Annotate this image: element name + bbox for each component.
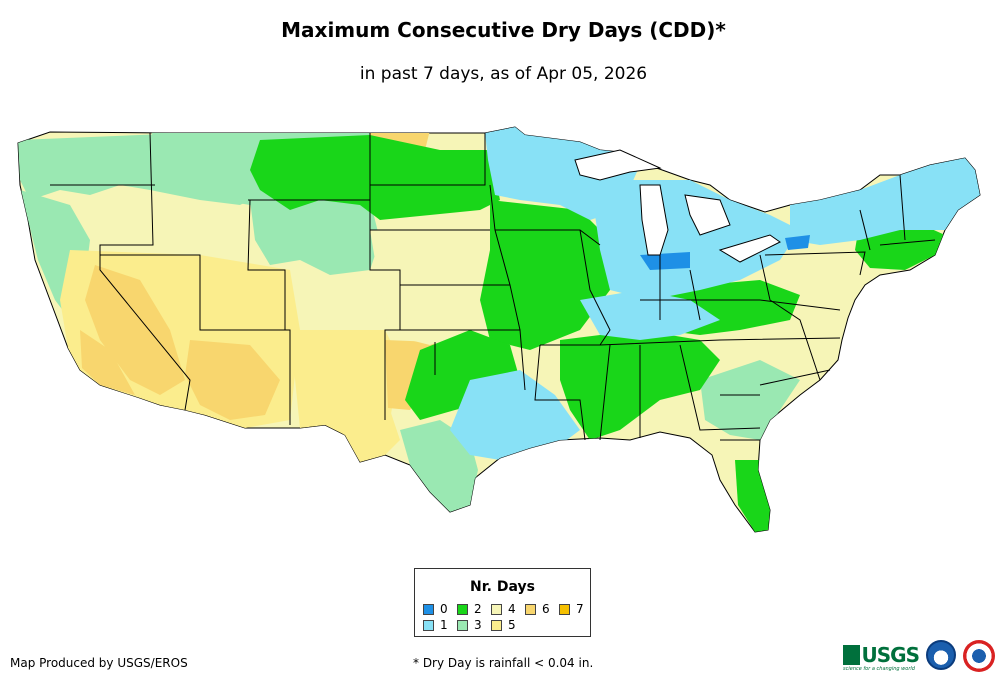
legend-title: Nr. Days [470,579,535,595]
legend-label-0: 0 [440,602,448,616]
zone-0-days-lake-michigan [640,252,690,270]
lake-erie [718,234,781,263]
noaa-logo-icon [926,640,956,670]
legend-swatch-3 [457,619,468,631]
legend-label-6: 6 [542,602,550,616]
zone-3-days-southeast [700,360,800,440]
zone-2-days-midwest [480,200,620,350]
legend-item-7: 7 [559,602,584,616]
legend-item-4: 4 [491,602,516,616]
zone-5-days-west-texas [340,410,400,462]
legend-label-1: 1 [440,618,448,632]
zone-1-days-new-england [790,158,980,245]
legend-item-0: 0 [423,602,448,616]
legend-swatch-4 [491,603,502,615]
zone-0-days-pennsylvania [785,235,810,250]
map-credit: Map Produced by USGS/EROS [10,656,188,670]
zone-1-days-lower-mississippi [450,370,580,460]
dry-day-note: * Dry Day is rainfall < 0.04 in. [413,656,594,670]
legend-swatch-6 [525,603,536,615]
map-subtitle: in past 7 days, as of Apr 05, 2026 [359,64,648,84]
legend-swatch-2 [457,603,468,615]
legend-label-7: 7 [576,602,584,616]
legend-swatch-0 [423,603,434,615]
legend-item-2: 2 [457,602,482,616]
legend-label-4: 4 [508,602,516,616]
zone-3-days-plains [250,200,380,275]
lake-superior [574,149,662,181]
usgs-logo-text: USGS [861,643,920,667]
legend: Nr. Days 0 1 2 3 4 5 6 7 [414,568,591,637]
zone-6-days-nevada-california [85,265,185,395]
usgs-logo: USGS [843,642,920,668]
legend-item-5: 5 [491,618,516,632]
zone-6-days-california-coast [80,330,135,395]
nws-logo-icon [963,640,995,672]
zone-2-days-northern-plains [250,135,500,220]
zone-5-days-new-mexico [290,330,400,440]
map-title: Maximum Consecutive Dry Days (CDD)* [281,18,726,42]
legend-swatch-7 [559,603,570,615]
legend-item-6: 6 [525,602,550,616]
zone-2-days-florida [735,460,770,532]
zone-3-days-texas [400,420,478,512]
zone-1-days-ohio-valley [580,290,720,340]
zone-6-days-arizona [185,340,280,420]
legend-item-3: 3 [457,618,482,632]
legend-swatch-1 [423,619,434,631]
legend-item-1: 1 [423,618,448,632]
legend-swatch-5 [491,619,502,631]
legend-label-5: 5 [508,618,516,632]
state-borders [50,132,936,441]
usgs-wave-icon [843,645,860,665]
lake-huron [684,194,731,236]
legend-label-3: 3 [474,618,482,632]
zone-4-days-kansas [370,230,500,345]
usgs-tagline: science for a changing world [843,666,915,672]
legend-label-2: 2 [474,602,482,616]
